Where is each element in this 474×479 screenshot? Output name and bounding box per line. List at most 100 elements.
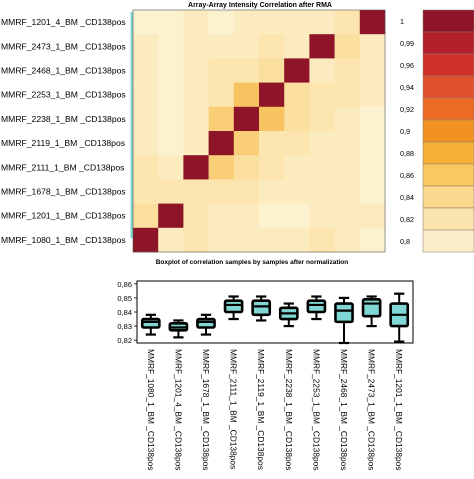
heatmap-cell	[133, 179, 159, 204]
heatmap-row-label: MMRF_1678_1_BM _CD138pos	[1, 187, 126, 197]
heatmap-cell	[158, 203, 184, 229]
heatmap-cell	[309, 10, 335, 35]
colorbar-swatch	[422, 119, 474, 143]
heatmap-cell	[133, 58, 159, 83]
heatmap-cell	[233, 82, 260, 108]
heatmap-cell	[183, 131, 209, 156]
boxplot-x-tick-label: MMRF_2111_1_BM _CD138pos	[229, 349, 239, 469]
heatmap-cell	[158, 58, 184, 83]
heatmap-cell	[309, 58, 335, 83]
heatmap-cell	[359, 155, 386, 180]
heatmap-cell	[284, 106, 310, 132]
box-group	[168, 319, 189, 339]
boxplot-chart: Boxplot of correlation samples by sample…	[117, 259, 414, 471]
heatmap-cell	[359, 10, 386, 35]
heatmap-cell	[309, 106, 335, 132]
heatmap-cell	[133, 227, 159, 253]
heatmap-cell	[359, 203, 386, 229]
heatmap-cell	[284, 203, 310, 229]
heatmap-cell	[208, 10, 235, 35]
heatmap-cell	[359, 82, 386, 108]
boxplot-x-tick-label: MMRF_1201_4_BM _CD138pos	[173, 349, 183, 471]
heatmap-cell	[158, 179, 184, 204]
heatmap-cell	[359, 131, 386, 156]
heatmap-cell	[158, 10, 184, 35]
heatmap-cell	[133, 34, 159, 59]
heatmap-cell	[208, 34, 235, 59]
colorbar-tick-label: 0,94	[400, 83, 414, 92]
heatmap-cell	[259, 179, 285, 204]
heatmap-row-label: MMRF_1201_1_BM _CD138pos	[1, 211, 126, 221]
heatmap-cell	[208, 179, 235, 204]
heatmap-cell	[208, 106, 235, 132]
colorbar-swatch	[422, 207, 474, 231]
heatmap-cell	[334, 106, 361, 132]
heatmap-cell	[158, 82, 184, 108]
heatmap-cell	[183, 155, 209, 180]
boxplot-y-tick-label: 0,86	[117, 280, 132, 289]
heatmap-cell	[309, 34, 335, 59]
heatmap-cell	[359, 179, 386, 204]
box-iqr	[140, 317, 161, 329]
heatmap-cell	[208, 131, 235, 156]
heatmap-cell	[133, 82, 159, 108]
heatmap-cell	[233, 131, 260, 156]
box-group	[306, 295, 327, 321]
heatmap-cell	[208, 82, 235, 108]
colorbar-swatch	[422, 97, 474, 121]
boxplot-boxes	[140, 292, 410, 345]
heatmap-cell	[334, 227, 361, 253]
heatmap-cell	[208, 203, 235, 229]
heatmap-cell	[259, 34, 285, 59]
heatmap-cell	[158, 131, 184, 156]
heatmap-cell	[183, 227, 209, 253]
heatmap-cell	[233, 34, 260, 59]
colorbar-swatches	[422, 9, 474, 253]
heatmap-cell	[208, 58, 235, 83]
heatmap-cell	[259, 106, 285, 132]
heatmap-cell	[183, 106, 209, 132]
box-group	[334, 296, 354, 345]
heatmap-cell	[259, 227, 285, 253]
heatmap-cell	[309, 82, 335, 108]
heatmap-cell	[183, 10, 209, 35]
boxplot-x-tick-label: MMRF_2119_1_BM _CD138pos	[256, 349, 266, 470]
heatmap-cell	[158, 155, 184, 180]
heatmap-cell	[183, 203, 209, 229]
heatmap-cell	[309, 155, 335, 180]
heatmap-title: Array-Array Intensity Correlation after …	[188, 2, 332, 9]
heatmap-cell	[259, 155, 285, 180]
colorbar-tick-label: 1	[400, 17, 404, 26]
heatmap-row-label: MMRF_1201_4_BM _CD138pos	[1, 17, 126, 27]
heatmap-row-label: MMRF_2119_1_BM _CD138pos	[1, 138, 125, 148]
colorbar-tick-label: 0,92	[400, 105, 414, 114]
heatmap-cell	[133, 203, 159, 229]
colorbar-swatch	[422, 9, 474, 33]
heatmap-cell	[233, 10, 260, 35]
heatmap-cell	[334, 203, 361, 229]
heatmap-row-label: MMRF_2238_1_BM _CD138pos	[1, 114, 126, 124]
colorbar-tick-label: 0,96	[400, 61, 414, 70]
heatmap-row-labels: MMRF_1201_4_BM _CD138pos MMRF_2473_1_BM _…	[1, 17, 126, 245]
colorbar-swatch	[422, 229, 474, 253]
heatmap-cell	[284, 34, 310, 59]
heatmap-cell	[233, 179, 260, 204]
box-iqr	[361, 298, 382, 318]
colorbar-swatch	[422, 185, 474, 209]
colorbar-tick-label: 0,9	[400, 127, 410, 136]
heatmap-cell	[309, 227, 335, 253]
boxplot-x-tick-label: MMRF_2473_1_BM _CD138pos	[367, 349, 377, 471]
heatmap-frame	[132, 9, 386, 253]
heatmap-cell	[359, 58, 386, 83]
box-group	[251, 295, 272, 322]
colorbar-tick-label: 0,84	[400, 193, 414, 202]
box-group	[361, 295, 382, 328]
heatmap-cell	[284, 131, 310, 156]
box-group	[140, 313, 161, 336]
heatmap-cell	[259, 58, 285, 83]
heatmap-cell	[133, 106, 159, 132]
boxplot-x-tick-label: MMRF_1201_1_BM _CD138pos	[394, 349, 404, 471]
colorbar-tick-label: 0,99	[400, 39, 414, 48]
colorbar-tick-label: 0,86	[400, 171, 414, 180]
